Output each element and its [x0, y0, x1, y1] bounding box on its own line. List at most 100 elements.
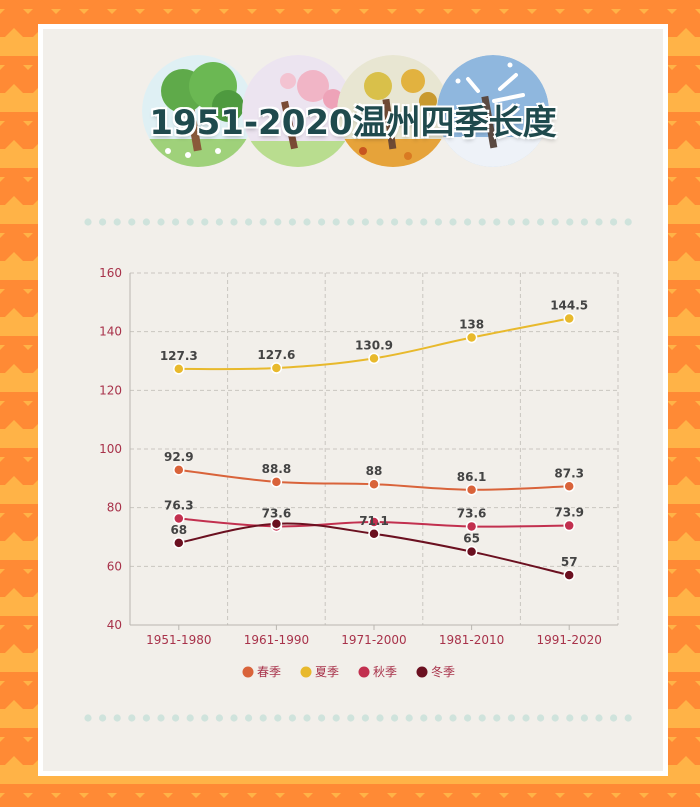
data-label: 65 — [463, 532, 480, 546]
divider-dot — [580, 218, 588, 226]
divider-dot — [537, 714, 545, 722]
divider-dot — [142, 218, 150, 226]
page-title: 1951-2020温州四季长度 — [149, 103, 557, 143]
y-tick-label: 100 — [99, 442, 122, 456]
data-label: 127.6 — [257, 348, 295, 362]
divider-dot — [113, 714, 121, 722]
divider-dot — [274, 218, 282, 226]
data-point — [563, 519, 575, 532]
divider-dot — [522, 218, 530, 226]
y-tick-label: 160 — [99, 266, 122, 280]
divider-dot — [566, 714, 574, 722]
divider-dot — [84, 218, 92, 226]
data-label: 73.9 — [554, 506, 584, 520]
data-point — [368, 478, 380, 490]
zigzag-band — [0, 784, 700, 807]
divider-dot — [230, 218, 238, 226]
data-point — [465, 520, 478, 533]
data-point — [563, 480, 575, 493]
data-point — [270, 518, 283, 530]
legend-label: 夏季 — [315, 665, 339, 679]
data-point — [368, 516, 380, 528]
legend-marker — [242, 666, 254, 678]
legend-label: 春季 — [257, 665, 281, 679]
divider-dot — [288, 714, 296, 722]
divider-dot — [478, 218, 486, 226]
divider-dot — [478, 714, 486, 722]
legend-marker — [300, 666, 312, 678]
divider-dot — [245, 714, 253, 722]
legend-label: 秋季 — [373, 665, 397, 679]
line-chart: 40 60 80 100 120 140 160 1951-1980 1961-1990 1971… — [99, 266, 619, 679]
data-point — [173, 464, 185, 476]
divider-dot — [303, 714, 311, 722]
data-point — [173, 537, 185, 549]
x-tick-label: 1961-1990 — [244, 633, 309, 647]
divider-dot — [201, 714, 209, 722]
divider-dot — [361, 714, 369, 722]
dotted-divider-bottom — [84, 714, 632, 722]
divider-dot — [551, 714, 559, 722]
divider-dot — [361, 218, 369, 226]
poster-card: 1951-2020温州四季长度 40 60 80 100 120 140 160 1951-1… — [38, 24, 668, 776]
divider-dot — [157, 218, 165, 226]
data-label: 144.5 — [550, 298, 588, 312]
divider-dot — [172, 218, 180, 226]
y-tick-label: 60 — [107, 559, 122, 573]
data-label: 92.9 — [164, 450, 194, 464]
divider-dot — [347, 714, 355, 722]
divider-dot — [303, 218, 311, 226]
divider-dot — [230, 714, 238, 722]
divider-dot — [493, 218, 501, 226]
y-tick-label: 80 — [107, 501, 122, 515]
divider-dot — [84, 714, 92, 722]
data-point — [368, 528, 380, 540]
divider-dot — [566, 218, 574, 226]
data-point — [270, 362, 283, 374]
divider-dot — [610, 218, 618, 226]
data-label: 57 — [561, 555, 578, 569]
divider-dot — [595, 218, 603, 226]
divider-dot — [318, 218, 326, 226]
divider-dot — [332, 218, 340, 226]
data-point — [270, 476, 283, 488]
divider-dot — [434, 714, 442, 722]
data-label: 86.1 — [457, 470, 487, 484]
divider-dot — [507, 714, 515, 722]
divider-dot — [391, 218, 399, 226]
dotted-divider-top — [84, 218, 632, 226]
data-label: 127.3 — [160, 349, 198, 363]
divider-dot — [347, 218, 355, 226]
divider-dot — [405, 714, 413, 722]
divider-dot — [449, 714, 457, 722]
divider-dot — [507, 218, 515, 226]
divider-dot — [215, 714, 223, 722]
divider-dot — [288, 218, 296, 226]
divider-dot — [610, 714, 618, 722]
divider-dot — [186, 218, 194, 226]
divider-dot — [595, 714, 603, 722]
data-point — [173, 363, 185, 375]
divider-dot — [99, 714, 107, 722]
autumn-tree-icon — [337, 55, 449, 167]
divider-dot — [434, 218, 442, 226]
data-label: 76.3 — [164, 499, 194, 513]
data-label: 138 — [459, 318, 484, 332]
divider-dot — [405, 218, 413, 226]
divider-dot — [464, 714, 472, 722]
data-point — [368, 352, 380, 365]
data-label: 88.8 — [262, 462, 292, 476]
divider-dot — [201, 218, 209, 226]
divider-dot — [128, 714, 136, 722]
divider-dot — [128, 218, 136, 226]
x-tick-label: 1951-1980 — [146, 633, 211, 647]
data-label: 73.6 — [262, 506, 292, 520]
divider-dot — [624, 218, 632, 226]
data-label: 87.3 — [554, 466, 584, 480]
x-tick-label: 1981-2010 — [439, 633, 504, 647]
y-tick-label: 140 — [99, 325, 122, 339]
divider-dot — [420, 714, 428, 722]
divider-dot — [493, 714, 501, 722]
divider-dot — [537, 218, 545, 226]
y-tick-label: 40 — [107, 618, 122, 632]
